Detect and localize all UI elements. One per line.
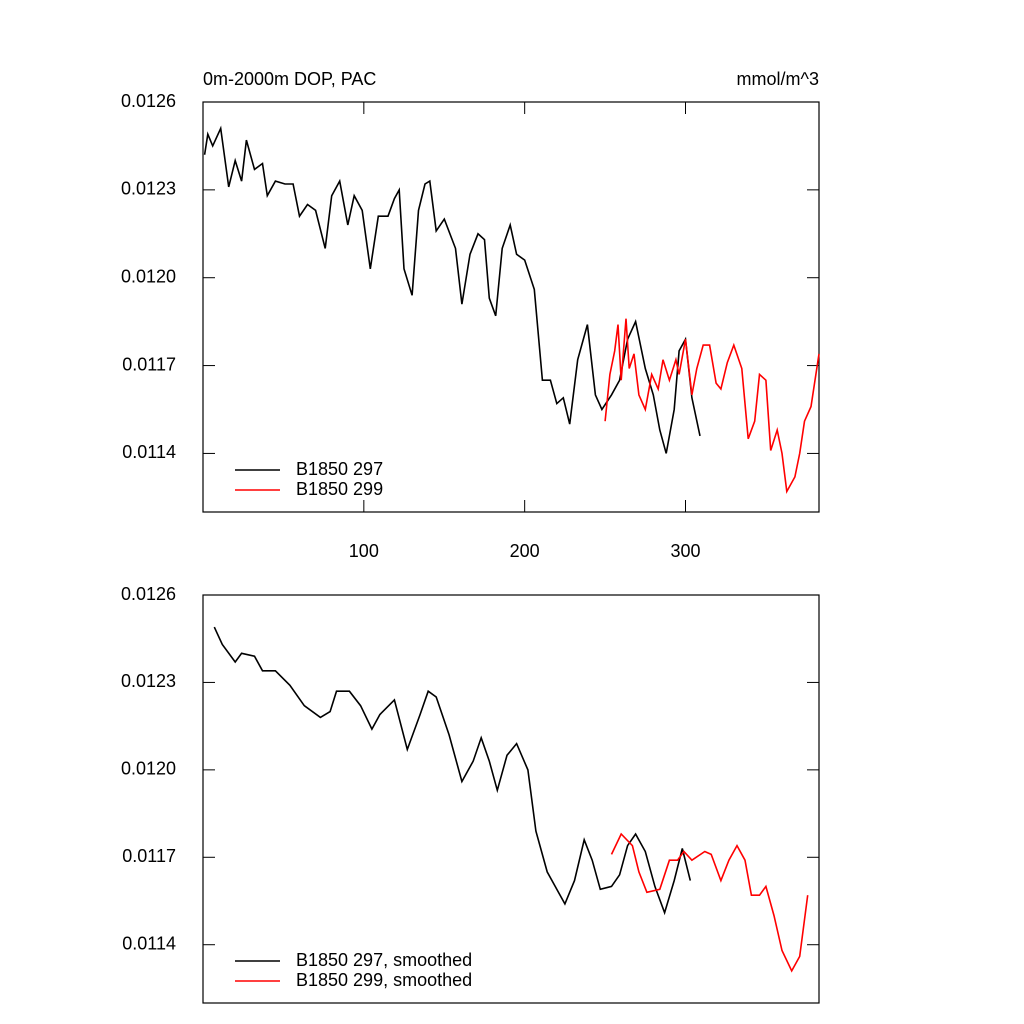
x-tick-label: 300 [670,541,700,561]
series-line [610,832,809,973]
y-tick-label: 0.0117 [122,846,176,866]
chart-title: 0m-2000m DOP, PAC [203,69,376,89]
legend-label: B1850 299 [296,479,383,499]
units-label: mmol/m^3 [737,69,819,89]
plot-frame [202,101,820,513]
y-tick-label: 0.0120 [121,759,176,779]
series-line [203,125,701,454]
legend-label: B1850 299, smoothed [296,970,472,990]
y-tick-label: 0.0126 [121,91,176,111]
series-line [213,626,692,916]
y-tick-label: 0.0114 [122,933,176,953]
plot-frame [202,594,820,1004]
y-tick-label: 0.0123 [121,671,176,691]
x-tick-label: 200 [510,541,540,561]
x-tick-label: 100 [349,541,379,561]
y-tick-label: 0.0120 [121,266,176,286]
legend-label: B1850 297 [296,459,383,479]
series-line [604,318,820,495]
y-tick-label: 0.0117 [122,354,176,374]
y-tick-label: 0.0123 [121,179,176,199]
y-tick-label: 0.0114 [122,442,176,462]
y-tick-label: 0.0126 [121,584,176,604]
legend-label: B1850 297, smoothed [296,950,472,970]
